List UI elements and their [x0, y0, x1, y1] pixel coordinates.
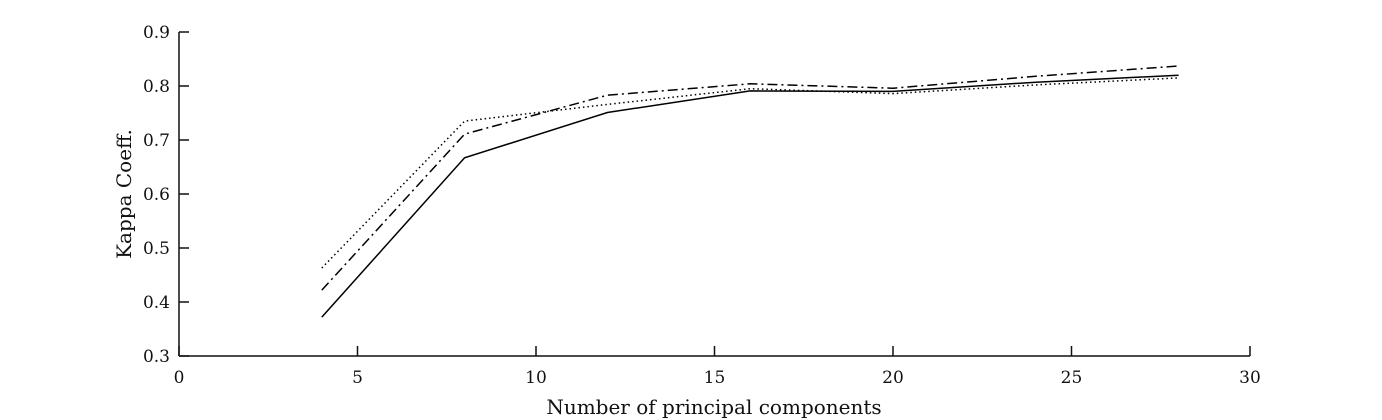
series-line-solid [321, 74, 1179, 318]
y-tick-label: 0.7 [143, 131, 170, 151]
x-tick-label: 30 [1239, 368, 1261, 388]
x-tick-label: 10 [525, 368, 547, 388]
y-tick-label: 0.5 [143, 239, 170, 259]
x-tick-label: 15 [704, 368, 726, 388]
y-tick-label: 0.3 [143, 347, 170, 367]
y-tick-label: 0.8 [143, 77, 170, 97]
ticks: 0 5 10 15 20 25 30 0.3 0.4 0.5 0.6 0.7 0.8 0.9 [143, 23, 1261, 388]
series-line-dash-dot [321, 65, 1179, 291]
series-layer [321, 65, 1179, 318]
x-tick-label: 0 [174, 368, 185, 388]
x-axis-title: Number of principal components [546, 395, 881, 419]
x-tick-label: 25 [1061, 368, 1083, 388]
axes [178, 32, 1250, 357]
x-tick-label: 5 [352, 368, 363, 388]
y-tick-label: 0.4 [143, 293, 170, 313]
y-axis-title: Kappa Coeff. [112, 129, 136, 259]
y-tick-label: 0.9 [143, 23, 170, 43]
x-tick-label: 20 [882, 368, 904, 388]
y-tick-label: 0.6 [143, 185, 170, 205]
